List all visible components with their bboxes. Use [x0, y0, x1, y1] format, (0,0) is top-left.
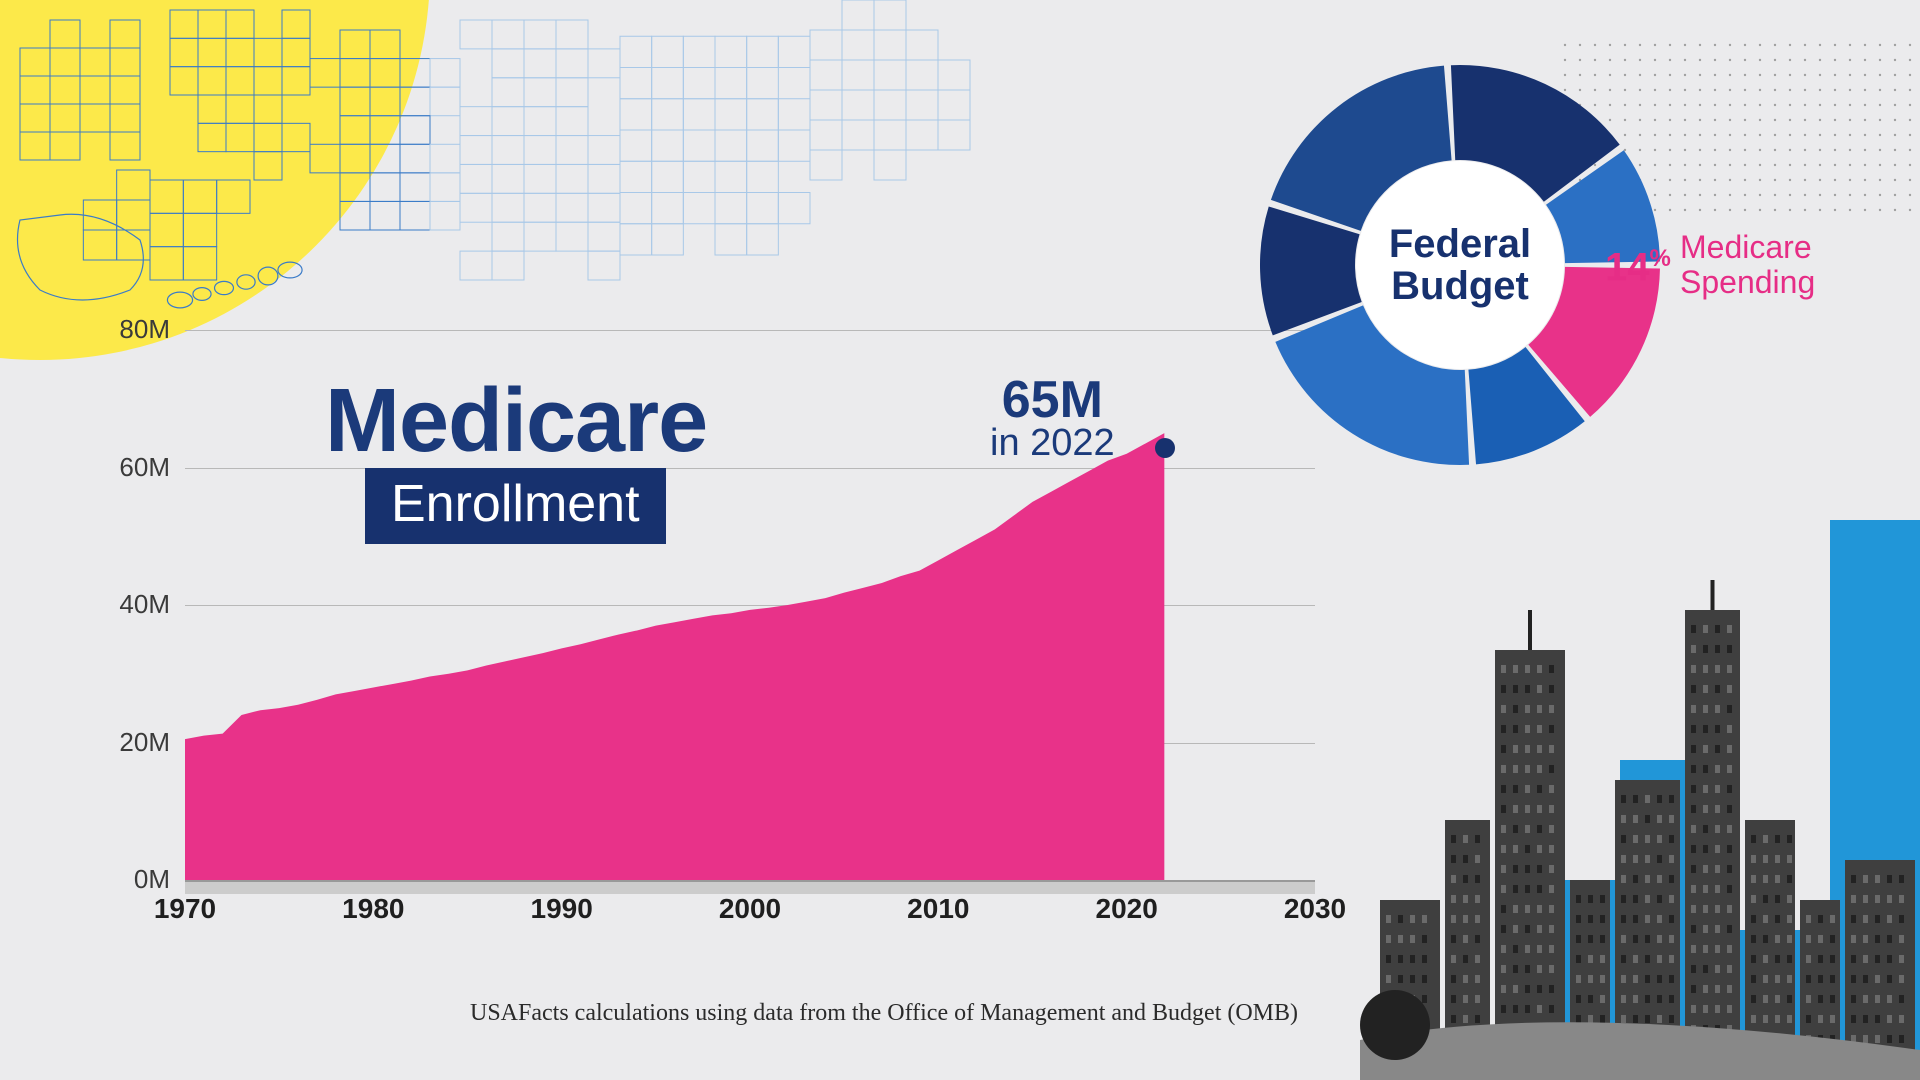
donut-center-line1: Federal [1389, 223, 1531, 265]
y-axis-tick: 0M [100, 864, 170, 895]
y-axis-tick: 20M [100, 727, 170, 758]
y-axis-tick: 80M [100, 314, 170, 345]
donut-center-line2: Budget [1389, 265, 1531, 307]
donut-percentage: 14% [1605, 245, 1671, 290]
callout-dot-marker [1155, 438, 1175, 458]
city-skyline-decoration [1360, 540, 1920, 1080]
x-axis-tick: 2030 [1275, 893, 1355, 925]
x-axis-tick: 2020 [1087, 893, 1167, 925]
enrollment-area-chart: 0M20M40M60M80M19701980199020002010202020… [100, 330, 1330, 930]
donut-slice-label: Medicare Spending [1680, 230, 1815, 300]
source-citation: USAFacts calculations using data from th… [470, 1000, 1298, 1027]
chart-title: Medicare Enrollment [325, 370, 707, 544]
y-axis-tick: 40M [100, 589, 170, 620]
chart-callout: 65M in 2022 [990, 370, 1115, 465]
donut-label-line2: Spending [1680, 265, 1815, 300]
x-axis-tick: 2000 [710, 893, 790, 925]
callout-subtext: in 2022 [990, 422, 1115, 465]
y-axis-tick: 60M [100, 452, 170, 483]
x-axis-tick: 1970 [145, 893, 225, 925]
x-axis-tick: 1980 [333, 893, 413, 925]
chart-title-main: Medicare [325, 370, 707, 473]
donut-pct-symbol: % [1650, 245, 1671, 272]
donut-center-label: Federal Budget [1389, 223, 1531, 307]
x-axis-tick: 2010 [898, 893, 978, 925]
donut-label-line1: Medicare [1680, 230, 1815, 265]
x-axis-tick: 1990 [522, 893, 602, 925]
callout-value: 65M [990, 370, 1115, 430]
chart-title-sub: Enrollment [365, 468, 666, 544]
donut-pct-value: 14 [1605, 245, 1650, 289]
